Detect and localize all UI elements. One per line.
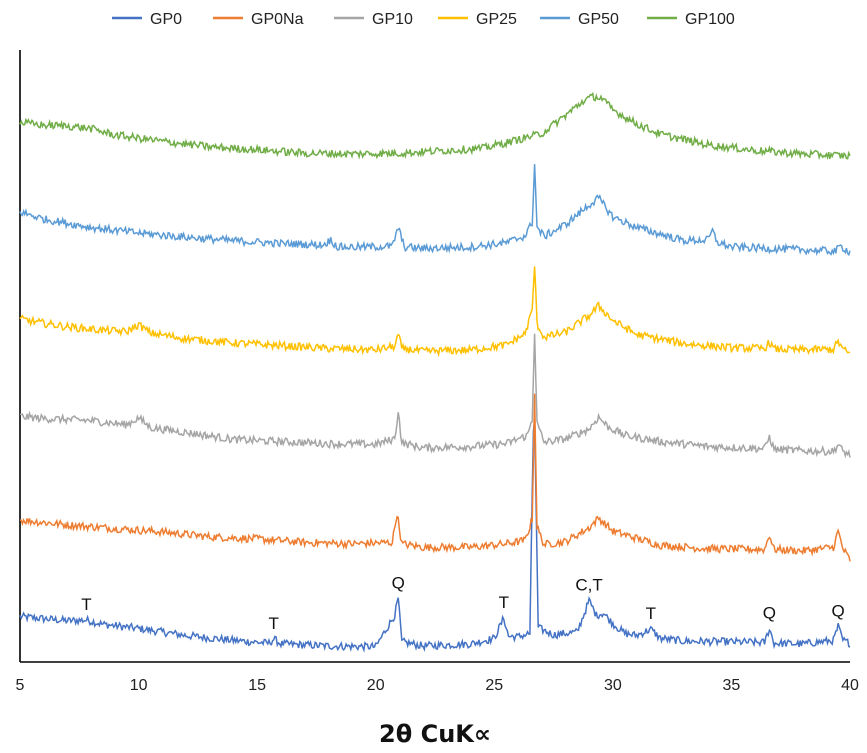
- legend-label: GP50: [578, 11, 619, 28]
- x-tick-label: 25: [485, 677, 503, 694]
- series-line-gp50: [19, 164, 851, 257]
- x-tick-layer: 5 10 15 20 25 30 35 40: [16, 677, 859, 694]
- peak-label: T: [499, 593, 509, 612]
- series-line-gp0na: [20, 393, 851, 562]
- x-axis-title: 2θ CuK∝: [379, 720, 491, 748]
- x-tick-label: 10: [130, 677, 148, 694]
- series-layer: [19, 91, 851, 653]
- peak-label-layer: T T Q T C,T T Q Q: [81, 573, 845, 633]
- peak-label: T: [269, 614, 279, 633]
- legend-label: GP10: [372, 11, 413, 28]
- peak-label: Q: [392, 573, 405, 592]
- series-line-gp0: [19, 419, 851, 653]
- peak-label: Q: [831, 601, 844, 620]
- x-tick-label: 40: [841, 677, 859, 694]
- x-tick-label: 20: [367, 677, 385, 694]
- peak-label: Q: [763, 604, 776, 623]
- x-tick-label: 5: [16, 677, 25, 694]
- legend-label: GP25: [476, 11, 517, 28]
- series-line-gp25: [19, 266, 851, 358]
- legend-item-gp0: GP0: [112, 11, 182, 28]
- peak-label: T: [81, 595, 91, 614]
- legend-item-gp0na: GP0Na: [213, 11, 304, 28]
- x-tick-label: 35: [723, 677, 741, 694]
- x-tick-label: 30: [604, 677, 622, 694]
- peak-label: C,T: [575, 576, 602, 595]
- series-line-gp10: [19, 333, 851, 459]
- series-line-gp100: [19, 91, 851, 161]
- legend-item-gp100: GP100: [647, 11, 735, 28]
- legend: GP0 GP0Na GP10 GP25 GP50 GP100: [112, 11, 735, 28]
- legend-label: GP100: [685, 11, 735, 28]
- legend-item-gp10: GP10: [334, 11, 413, 28]
- x-tick-label: 15: [248, 677, 266, 694]
- legend-label: GP0Na: [251, 11, 304, 28]
- legend-item-gp50: GP50: [540, 11, 619, 28]
- legend-item-gp25: GP25: [438, 11, 517, 28]
- peak-label: T: [646, 604, 656, 623]
- plot-area: [19, 50, 850, 663]
- legend-label: GP0: [150, 11, 182, 28]
